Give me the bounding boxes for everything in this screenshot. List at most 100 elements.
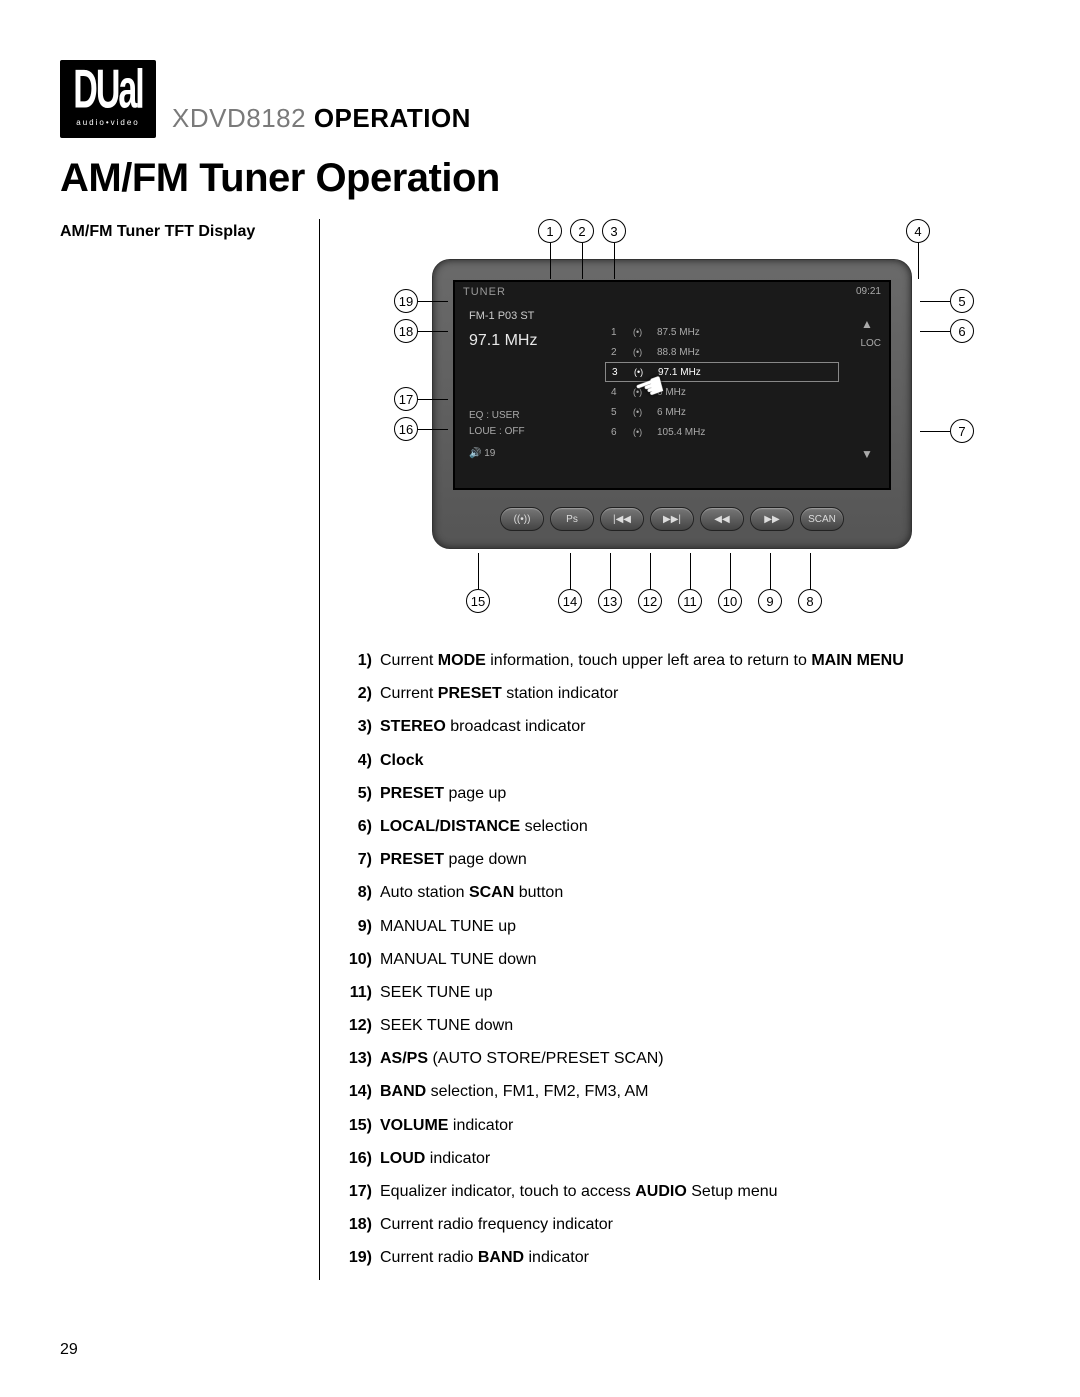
legend-row: 17)Equalizer indicator, touch to access … <box>340 1180 1020 1203</box>
speaker-icon: 🔊 <box>469 448 481 459</box>
page-header: DUal audio•video XDVD8182 OPERATION <box>60 60 1020 138</box>
legend-text: LOCAL/DISTANCE selection <box>380 815 1020 838</box>
legend-number: 10) <box>340 948 380 971</box>
callout-circle: 13 <box>598 589 622 613</box>
legend-number: 15) <box>340 1114 380 1137</box>
legend-row: 2)Current PRESET station indicator <box>340 682 1020 705</box>
legend-number: 5) <box>340 782 380 805</box>
legend-text: Current radio BAND indicator <box>380 1246 1020 1269</box>
hardware-button: ▶▶| <box>650 507 694 531</box>
legend-text: BAND selection, FM1, FM2, FM3, AM <box>380 1080 1020 1103</box>
preset-page-up-icon: ▲ <box>855 312 879 336</box>
legend-number: 17) <box>340 1180 380 1203</box>
hardware-button: ((•)) <box>500 507 544 531</box>
legend-number: 9) <box>340 915 380 938</box>
callout-lead <box>550 243 551 279</box>
left-label: AM/FM Tuner TFT Display <box>60 223 299 241</box>
legend-number: 2) <box>340 682 380 705</box>
legend-row: 9)MANUAL TUNE up <box>340 915 1020 938</box>
callout-circle: 12 <box>638 589 662 613</box>
preset-frequency: 97.1 MHz <box>658 367 701 378</box>
legend-text: PRESET page down <box>380 848 1020 871</box>
volume-indicator: 🔊 19 <box>469 448 495 459</box>
legend-number: 11) <box>340 981 380 1004</box>
hardware-button: |◀◀ <box>600 507 644 531</box>
callout-lead <box>582 243 583 279</box>
callout-circle: 8 <box>798 589 822 613</box>
callout-circle: 16 <box>394 417 418 441</box>
legend-text: MANUAL TUNE up <box>380 915 1020 938</box>
legend-number: 14) <box>340 1080 380 1103</box>
hardware-button: Ps <box>550 507 594 531</box>
preset-row: 6(•)105.4 MHz <box>605 422 839 442</box>
logo-text: DUal <box>73 66 142 115</box>
tuner-diagram: TUNER 09:21 FM-1 P03 ST 97.1 MHz EQ : US… <box>360 219 980 619</box>
preset-number: 3 <box>612 367 624 378</box>
callout-lead <box>418 301 448 302</box>
legend-row: 13)AS/PS (AUTO STORE/PRESET SCAN) <box>340 1047 1020 1070</box>
callout-circle: 18 <box>394 319 418 343</box>
legend-number: 3) <box>340 715 380 738</box>
eq-indicator: EQ : USER <box>469 410 520 421</box>
mode-label: TUNER <box>463 286 506 298</box>
preset-frequency: 105.4 MHz <box>657 427 705 438</box>
legend-row: 18)Current radio frequency indicator <box>340 1213 1020 1236</box>
callout-circle: 3 <box>602 219 626 243</box>
preset-row: 2(•)88.8 MHz <box>605 342 839 362</box>
content-columns: AM/FM Tuner TFT Display TUNER 09:21 FM-1… <box>60 219 1020 1280</box>
callout-circle: 19 <box>394 289 418 313</box>
legend-number: 16) <box>340 1147 380 1170</box>
head-unit: TUNER 09:21 FM-1 P03 ST 97.1 MHz EQ : US… <box>432 259 912 549</box>
right-column: TUNER 09:21 FM-1 P03 ST 97.1 MHz EQ : US… <box>320 219 1020 1280</box>
legend-number: 8) <box>340 881 380 904</box>
callout-lead <box>570 553 571 589</box>
preset-number: 1 <box>611 327 623 338</box>
legend-text: Equalizer indicator, touch to access AUD… <box>380 1180 1020 1203</box>
model-suffix: OPERATION <box>314 103 471 133</box>
callout-circle: 5 <box>950 289 974 313</box>
legend-text: Auto station SCAN button <box>380 881 1020 904</box>
callout-lead <box>810 553 811 589</box>
callout-lead <box>478 553 479 589</box>
preset-frequency: 87.5 MHz <box>657 327 700 338</box>
hardware-button: ▶▶ <box>750 507 794 531</box>
button-bar: ((•))Ps|◀◀▶▶|◀◀▶▶SCAN <box>493 504 851 534</box>
preset-page-down-icon: ▼ <box>855 442 879 466</box>
legend-row: 7)PRESET page down <box>340 848 1020 871</box>
callout-lead <box>920 331 950 332</box>
legend-text: VOLUME indicator <box>380 1114 1020 1137</box>
preset-row: 1 (•) 87.5 MHz <box>605 322 839 342</box>
page-number: 29 <box>60 1341 78 1359</box>
legend-row: 6)LOCAL/DISTANCE selection <box>340 815 1020 838</box>
hardware-button: ◀◀ <box>700 507 744 531</box>
loud-indicator: LOUE : OFF <box>469 426 525 437</box>
legend-number: 6) <box>340 815 380 838</box>
callout-circle: 6 <box>950 319 974 343</box>
callout-lead <box>920 431 950 432</box>
legend-number: 1) <box>340 649 380 672</box>
callout-lead <box>730 553 731 589</box>
legend-text: SEEK TUNE down <box>380 1014 1020 1037</box>
legend-row: 12)SEEK TUNE down <box>340 1014 1020 1037</box>
legend-row: 19)Current radio BAND indicator <box>340 1246 1020 1269</box>
legend-number: 7) <box>340 848 380 871</box>
legend-text: MANUAL TUNE down <box>380 948 1020 971</box>
legend-text: Current MODE information, touch upper le… <box>380 649 1020 672</box>
stereo-icon: (•) <box>633 327 647 337</box>
legend-row: 16)LOUD indicator <box>340 1147 1020 1170</box>
legend-text: Current radio frequency indicator <box>380 1213 1020 1236</box>
callout-lead <box>770 553 771 589</box>
left-column: AM/FM Tuner TFT Display <box>60 219 320 1280</box>
clock-display: 09:21 <box>856 286 881 297</box>
legend-number: 13) <box>340 1047 380 1070</box>
preset-frequency: 88.8 MHz <box>657 347 700 358</box>
callout-circle: 1 <box>538 219 562 243</box>
callout-lead <box>610 553 611 589</box>
model-number: XDVD8182 <box>172 103 306 133</box>
legend-text: SEEK TUNE up <box>380 981 1020 1004</box>
preset-number: 5 <box>611 407 623 418</box>
callout-circle: 15 <box>466 589 490 613</box>
tft-screen: TUNER 09:21 FM-1 P03 ST 97.1 MHz EQ : US… <box>453 280 891 490</box>
legend-text: AS/PS (AUTO STORE/PRESET SCAN) <box>380 1047 1020 1070</box>
callout-lead <box>418 399 448 400</box>
